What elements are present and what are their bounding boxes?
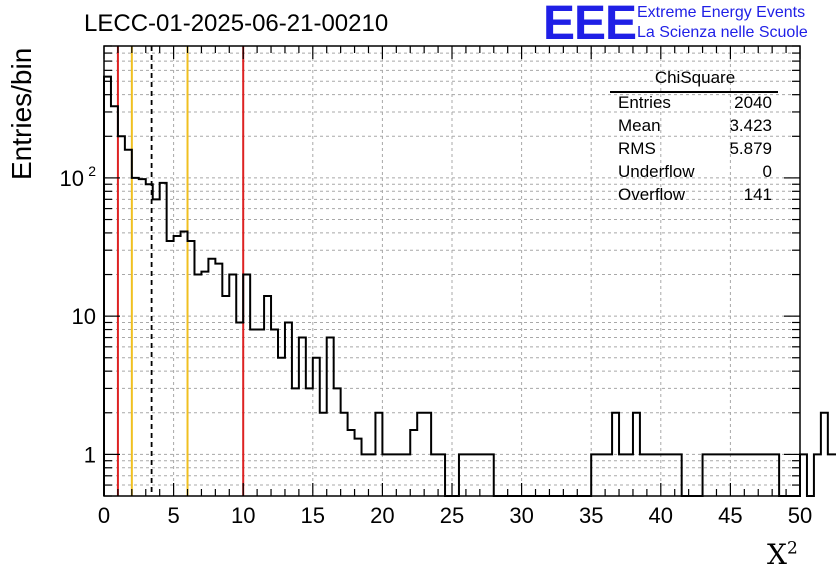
stat-value: 2040: [734, 93, 772, 112]
x-tick-label: 10: [231, 503, 255, 528]
x-axis-label: X2: [767, 538, 798, 571]
eee-logo: EEE: [543, 0, 637, 50]
stat-value: 3.423: [729, 116, 772, 135]
stat-row-rms: RMS 5.879: [618, 139, 772, 159]
x-axis-label-base: X: [767, 538, 787, 571]
x-tick-label: 5: [167, 503, 179, 528]
org-name-line2: La Scienza nelle Scuole: [637, 24, 808, 41]
x-tick-label: 30: [509, 503, 533, 528]
marker-lines-layer: [116, 46, 245, 496]
x-tick-label: 35: [579, 503, 603, 528]
stat-row-mean: Mean 3.423: [618, 116, 772, 136]
x-tick-label: 15: [301, 503, 325, 528]
stats-divider: [610, 91, 778, 93]
stat-label: Entries: [618, 93, 671, 112]
x-tick-label: 0: [98, 503, 110, 528]
y-tick-label-exponent: 2: [88, 163, 96, 179]
y-tick-label: 1: [84, 442, 96, 467]
run-title: LECC-01-2025-06-21-00210: [84, 10, 389, 37]
stat-label: Mean: [618, 116, 661, 135]
stat-label: Underflow: [618, 162, 695, 181]
stats-title: ChiSquare: [654, 68, 736, 87]
stat-row-entries: Entries 2040: [618, 93, 772, 113]
stat-row-overflow: Overflow 141: [618, 185, 772, 205]
x-tick-label: 40: [649, 503, 673, 528]
y-tick-label: 10: [72, 304, 96, 329]
stat-value: 5.879: [729, 139, 772, 158]
y-axis-label: Entries/bin: [6, 47, 37, 180]
x-tick-label: 45: [718, 503, 742, 528]
x-tick-label: 50: [788, 503, 812, 528]
stat-label: Overflow: [618, 185, 686, 204]
x-axis-label-exponent: 2: [786, 538, 798, 559]
stat-label: RMS: [618, 139, 656, 158]
org-name-line1: Extreme Energy Events: [637, 4, 806, 21]
x-tick-label: 25: [440, 503, 464, 528]
stat-row-underflow: Underflow 0: [618, 162, 772, 182]
stat-value: 141: [743, 185, 772, 204]
y-tick-label: 10: [60, 166, 84, 191]
stat-value: 0: [762, 162, 772, 181]
x-tick-label: 20: [370, 503, 394, 528]
